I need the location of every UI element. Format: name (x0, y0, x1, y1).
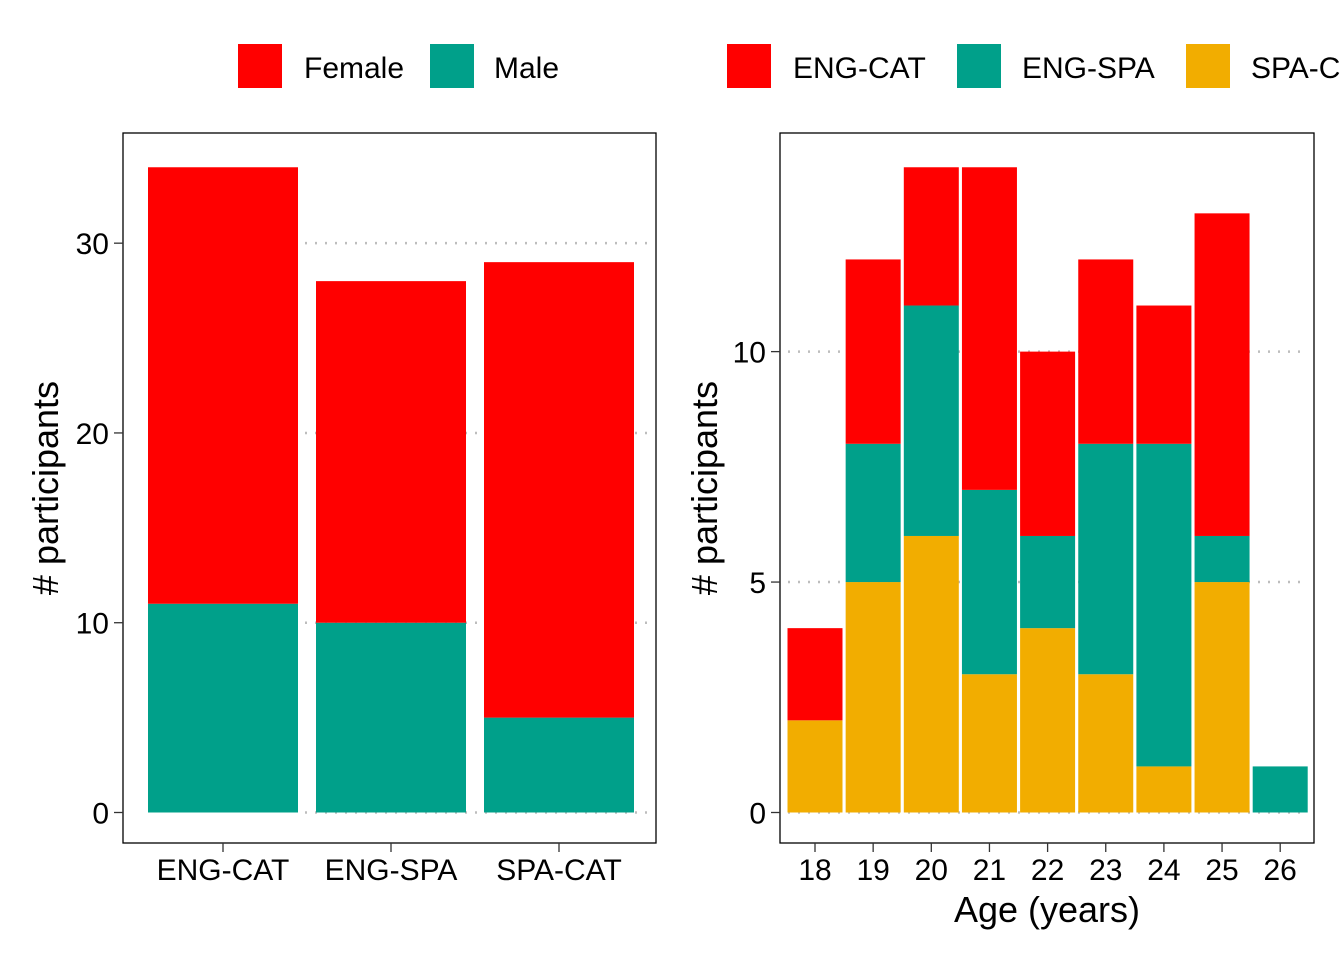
bar-21-eng-spa (961, 489, 1017, 675)
bar-18-eng-cat (787, 628, 843, 721)
x-tick-label: 19 (856, 854, 889, 887)
x-tick-label: 18 (798, 854, 831, 887)
x-axis-title: Age (years) (954, 889, 1140, 930)
bar-23-spa-cat (1078, 674, 1134, 813)
bar-24-eng-cat (1136, 305, 1192, 444)
bar-22-eng-spa (1020, 535, 1076, 629)
bars (787, 167, 1308, 813)
bars (148, 167, 634, 813)
legend-label-eng-cat: ENG-CAT (793, 52, 926, 85)
y-tick-label: 30 (76, 228, 109, 261)
bar-23-eng-spa (1078, 443, 1134, 675)
bar-26-eng-spa (1252, 766, 1308, 813)
bar-25-eng-cat (1194, 213, 1250, 536)
legend-label-female: Female (304, 52, 404, 85)
bar-20-eng-cat (903, 167, 959, 306)
x-axis: ENG-CAT ENG-SPA SPA-CAT (157, 843, 622, 887)
bar-23-eng-cat (1078, 259, 1134, 444)
bar-spa-cat-male (484, 717, 634, 813)
bar-22-spa-cat (1020, 628, 1076, 813)
y-tick-label: 10 (733, 337, 766, 370)
x-tick-label: 20 (915, 854, 948, 887)
bar-eng-cat-male (148, 603, 298, 813)
y-axis-title: # participants (25, 381, 66, 595)
legend-key-eng-spa (957, 44, 1001, 88)
bar-spa-cat-female (484, 262, 634, 718)
y-tick-label: 0 (92, 798, 109, 831)
bar-21-eng-cat (961, 167, 1017, 490)
bar-24-eng-spa (1136, 443, 1192, 767)
y-axis: 0 10 20 30 (76, 228, 123, 831)
y-axis: 0 5 10 (733, 337, 780, 831)
bar-21-spa-cat (961, 674, 1017, 813)
bar-19-eng-spa (845, 443, 901, 583)
x-tick-label: 21 (973, 854, 1006, 887)
y-tick-label: 20 (76, 418, 109, 451)
legend-key-eng-cat (727, 44, 771, 88)
y-tick-label: 0 (749, 798, 766, 831)
legend-label-eng-spa: ENG-SPA (1022, 52, 1155, 85)
panel-border (122, 132, 657, 844)
bar-20-eng-spa (903, 305, 959, 536)
x-tick-label: 22 (1031, 854, 1064, 887)
x-tick-label: ENG-SPA (325, 854, 458, 887)
legend-group: ENG-CAT ENG-SPA SPA-C (727, 44, 1340, 88)
legend-label-male: Male (494, 52, 559, 85)
bar-20-spa-cat (903, 535, 959, 813)
x-tick-label: SPA-CAT (496, 854, 622, 887)
legend-gender: Female Male (238, 44, 559, 88)
y-axis-title: # participants (684, 381, 725, 595)
bar-24-spa-cat (1136, 766, 1192, 813)
x-tick-label: 24 (1147, 854, 1180, 887)
bar-eng-spa-female (316, 281, 466, 623)
bar-25-eng-spa (1194, 535, 1250, 583)
x-tick-label: ENG-CAT (157, 854, 290, 887)
legend-label-spa-c: SPA-C (1251, 52, 1340, 85)
bar-18-spa-cat (787, 720, 843, 813)
x-tick-label: 23 (1089, 854, 1122, 887)
legend-key-spa-c (1186, 44, 1230, 88)
x-tick-label: 26 (1264, 854, 1297, 887)
bar-19-eng-cat (845, 259, 901, 444)
bar-eng-spa-male (316, 622, 466, 813)
x-tick-label: 25 (1205, 854, 1238, 887)
bar-25-spa-cat (1194, 582, 1250, 813)
bar-eng-cat-female (148, 167, 298, 604)
legend-key-female (238, 44, 282, 88)
legend-key-male (430, 44, 474, 88)
chart-participants-by-group: 0 10 20 30 ENG-CAT ENG-SPA SPA-CAT # particip… (25, 132, 657, 887)
x-axis: 18 19 20 21 22 23 24 25 26 (798, 843, 1297, 887)
y-tick-label: 10 (76, 608, 109, 641)
bar-22-eng-cat (1020, 351, 1076, 536)
chart-participants-by-age: 0 5 10 18 19 20 21 22 23 24 25 26 # participants A… (684, 132, 1315, 930)
y-tick-label: 5 (749, 567, 766, 600)
bar-19-spa-cat (845, 582, 901, 813)
